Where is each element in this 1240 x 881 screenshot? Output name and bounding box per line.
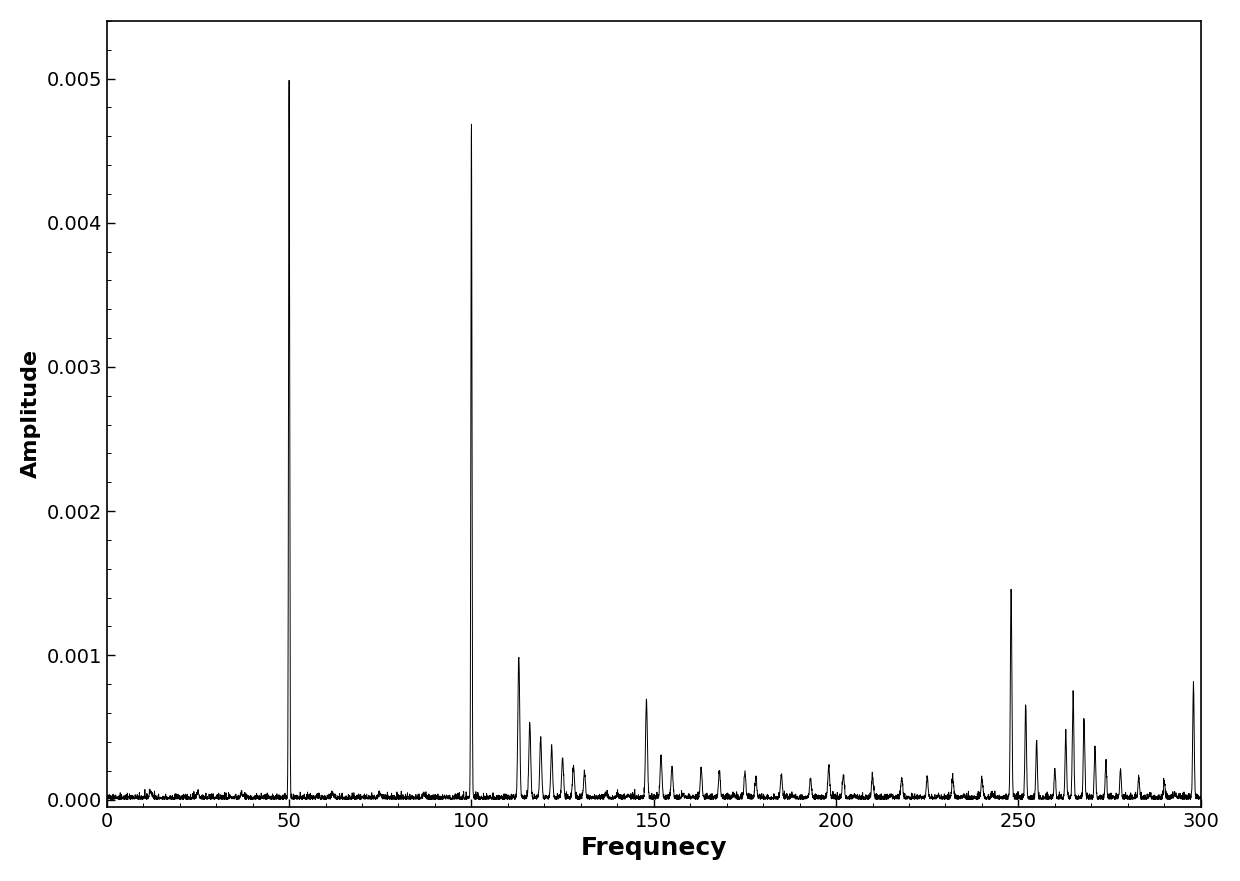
X-axis label: Frequnecy: Frequnecy <box>580 836 727 860</box>
Y-axis label: Amplitude: Amplitude <box>21 349 41 478</box>
